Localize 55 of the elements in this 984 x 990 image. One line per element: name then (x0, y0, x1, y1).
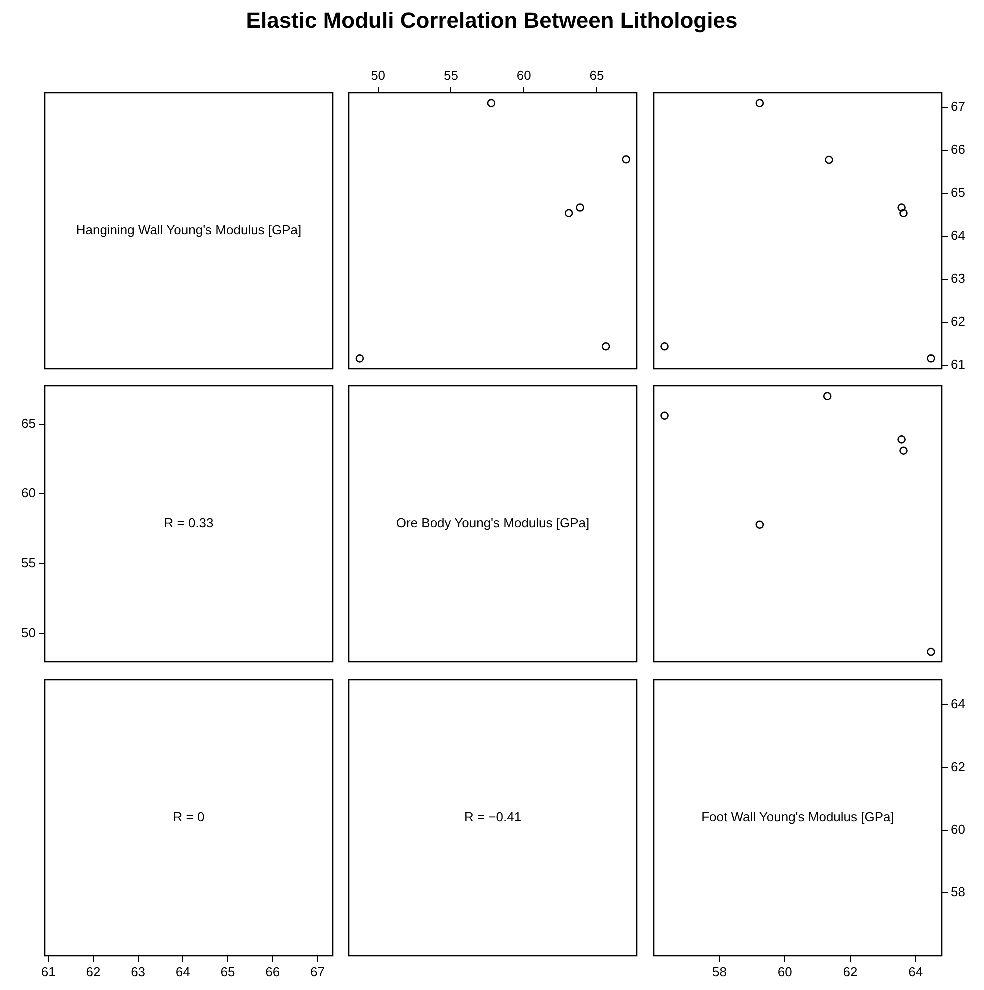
y-tick-label: 64 (951, 696, 966, 712)
y-tick-label: 67 (951, 99, 966, 114)
y-tick-label: 62 (951, 314, 966, 330)
x-tick-label: 62 (86, 964, 101, 980)
x-tick-label: 64 (908, 964, 924, 980)
point (660, 342, 669, 351)
point (900, 209, 908, 218)
point (602, 342, 610, 351)
x-tick-label: 64 (176, 964, 190, 980)
point (898, 204, 906, 212)
point (756, 520, 764, 530)
annotation: Foot Wall Young's Modulus [GPa] (702, 810, 894, 825)
y-tick-label: 60 (951, 822, 966, 837)
x-tick-label: 65 (220, 964, 236, 980)
x-tick-label: 55 (444, 68, 458, 83)
x-tick-label: 62 (843, 964, 858, 980)
x-tick-label: 65 (590, 68, 604, 83)
point (622, 155, 631, 164)
y-tick-label: 65 (951, 185, 966, 200)
y-tick-label: 60 (22, 486, 36, 501)
x-tick-label: 50 (371, 68, 386, 83)
text: Elastic Moduli Correlation Between Lithologies (245, 8, 739, 34)
x-tick-label: 61 (41, 964, 56, 980)
annotation: R = 0.33 (164, 516, 214, 531)
y-tick-label: 58 (951, 884, 966, 900)
point (356, 354, 364, 363)
y-tick-label: 66 (951, 142, 966, 158)
text: Hangining Wall Young's Modulus [GPa] (76, 222, 302, 238)
x-tick-label: 60 (516, 68, 532, 83)
text: Ore Body Young's Modulus [GPa] (396, 516, 590, 531)
point (660, 412, 669, 420)
annotation: R = 0 (173, 810, 205, 825)
point (900, 446, 908, 455)
y-tick-label: 50 (22, 625, 36, 640)
y-tick-label: 65 (22, 416, 36, 431)
x-tick-label: 67 (310, 964, 325, 980)
point (823, 392, 832, 400)
y-tick-label: 64 (951, 228, 966, 244)
y-tick-label: 61 (951, 357, 966, 372)
point (564, 209, 574, 218)
point (927, 648, 936, 656)
point (825, 156, 834, 164)
x-tick-label: 66 (266, 964, 280, 980)
x-tick-label: 58 (712, 964, 727, 980)
point (487, 99, 496, 108)
point (898, 436, 906, 444)
x-tick-label: 60 (778, 964, 792, 980)
x-tick-label: 63 (131, 964, 146, 980)
y-tick-label: 62 (951, 759, 966, 774)
point (756, 99, 764, 108)
point (576, 204, 584, 212)
point (927, 354, 936, 363)
y-tick-label: 63 (951, 271, 966, 286)
y-tick-label: 55 (22, 556, 36, 571)
text: R = −0.41 (464, 810, 522, 825)
